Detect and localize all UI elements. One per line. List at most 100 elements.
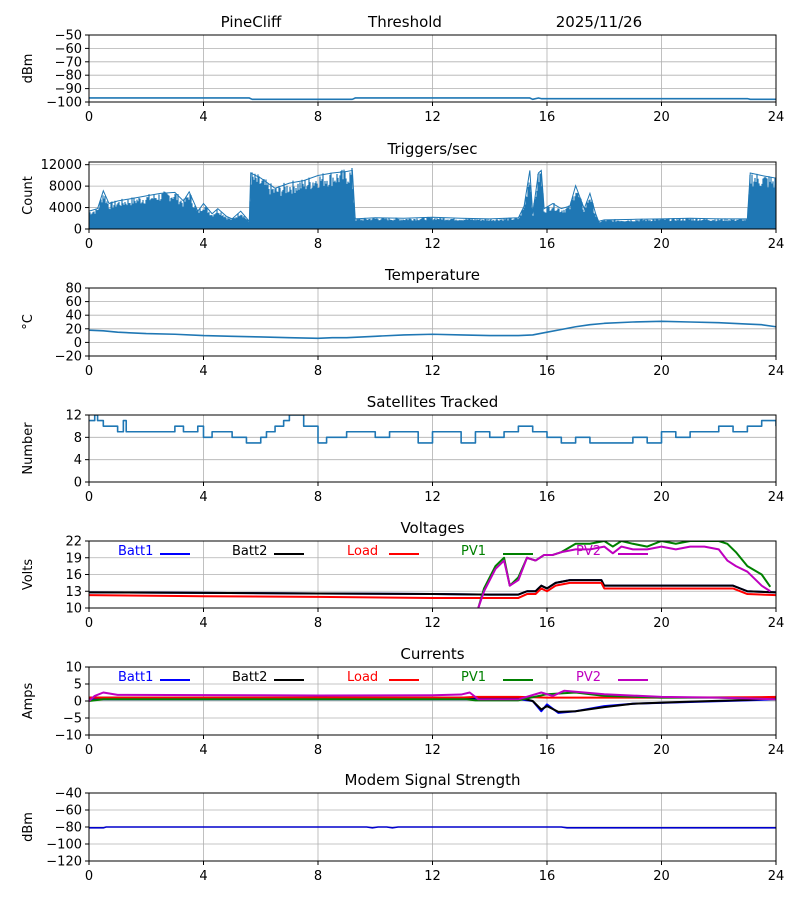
y-tick-label: 16 [65, 568, 82, 583]
x-tick-label: 0 [85, 364, 93, 379]
y-axis-label: Amps [21, 682, 36, 719]
y-tick-label: 0 [74, 695, 82, 710]
y-tick-label: 8 [74, 431, 82, 446]
x-tick-label: 4 [199, 110, 207, 125]
x-tick-label: 8 [314, 616, 322, 631]
legend-label-batt1: Batt1 [118, 544, 153, 559]
series-triggers [89, 168, 776, 229]
plot-area [89, 541, 776, 608]
x-tick-label: 4 [199, 743, 207, 758]
x-tick-label: 12 [424, 869, 441, 884]
x-tick-label: 20 [653, 364, 670, 379]
header-mode: Threshold [367, 13, 442, 31]
chart-title: Satellites Tracked [367, 393, 498, 411]
legend-label-load: Load [347, 544, 378, 559]
legend-label-batt2: Batt2 [232, 544, 267, 559]
chart-modem: 0 4 8 12 16 20 24 −120 −100 −80 −60 −40 Modem Signal… [21, 771, 784, 884]
y-tick-label: −40 [55, 787, 82, 802]
y-axis-label: °C [21, 314, 36, 330]
y-tick-label: 22 [65, 535, 82, 550]
x-tick-label: 24 [768, 364, 785, 379]
x-tick-label: 20 [653, 237, 670, 252]
y-tick-label: 80 [65, 282, 82, 297]
y-tick-label: 12000 [41, 158, 82, 173]
x-tick-label: 16 [539, 237, 556, 252]
x-tick-label: 8 [314, 490, 322, 505]
plot-area [89, 168, 776, 229]
y-tick-label: 20 [65, 322, 82, 337]
x-tick-label: 16 [539, 490, 556, 505]
y-tick-label: 10 [65, 661, 82, 676]
y-tick-label: 4 [74, 453, 82, 468]
y-tick-label: −60 [55, 42, 82, 57]
x-tick-label: 0 [85, 110, 93, 125]
chart-title: Modem Signal Strength [345, 771, 521, 789]
legend: Batt1 Batt2 Load PV1 PV2 [118, 670, 648, 685]
y-tick-label: −100 [46, 838, 82, 853]
x-tick-label: 8 [314, 237, 322, 252]
x-tick-label: 0 [85, 490, 93, 505]
y-tick-label: −50 [55, 29, 82, 44]
y-tick-label: −10 [55, 729, 82, 744]
legend-label-batt2: Batt2 [232, 670, 267, 685]
x-tick-label: 20 [653, 616, 670, 631]
y-tick-label: −90 [55, 82, 82, 97]
y-tick-label: 8000 [49, 180, 82, 195]
x-tick-label: 0 [85, 237, 93, 252]
chart-satellites: 0 4 8 12 16 20 24 0 4 8 12 Satellites Tracked Number [21, 393, 784, 505]
y-tick-label: 40 [65, 309, 82, 324]
legend-label-pv2: PV2 [576, 670, 601, 685]
chart-noise: 0 4 8 12 16 20 24 −100−90−80−70−60−50 dBm [21, 29, 784, 126]
y-axis-label: dBm [21, 812, 36, 842]
plot-area [89, 320, 776, 340]
y-tick-label: 5 [74, 678, 82, 693]
x-tick-label: 4 [199, 490, 207, 505]
y-tick-label: −70 [55, 55, 82, 70]
x-tick-label: 8 [314, 110, 322, 125]
x-tick-label: 0 [85, 743, 93, 758]
legend-label-pv1: PV1 [461, 544, 486, 559]
x-tick-label: 24 [768, 743, 785, 758]
x-tick-label: 12 [424, 743, 441, 758]
y-axis-label: Volts [21, 559, 36, 591]
legend-label-load: Load [347, 670, 378, 685]
x-tick-label: 4 [199, 869, 207, 884]
y-tick-label: 19 [65, 551, 82, 566]
series-number [89, 415, 776, 444]
y-tick-label: −100 [46, 96, 82, 111]
plot-area [89, 689, 776, 714]
y-tick-label: 4000 [49, 201, 82, 216]
chart-title: Temperature [384, 266, 480, 284]
series--c [89, 320, 776, 340]
y-tick-label: 60 [65, 295, 82, 310]
x-tick-label: 20 [653, 869, 670, 884]
y-tick-label: 0 [74, 336, 82, 351]
x-tick-label: 0 [85, 616, 93, 631]
y-tick-label: 13 [65, 585, 82, 600]
x-tick-label: 12 [424, 110, 441, 125]
x-tick-label: 16 [539, 364, 556, 379]
y-axis-label: Count [21, 176, 36, 215]
x-tick-label: 0 [85, 869, 93, 884]
x-tick-label: 16 [539, 110, 556, 125]
legend-label-batt1: Batt1 [118, 670, 153, 685]
y-tick-label: −80 [55, 821, 82, 836]
y-tick-label: −80 [55, 69, 82, 84]
plot-area [89, 97, 776, 101]
y-axis-label: Number [21, 422, 36, 475]
chart-title: Currents [400, 645, 464, 663]
y-tick-label: −5 [63, 712, 82, 727]
chart-title: Voltages [400, 519, 464, 537]
y-tick-label: −20 [55, 350, 82, 365]
x-tick-label: 12 [424, 616, 441, 631]
x-tick-label: 24 [768, 869, 785, 884]
chart-triggers: 0 4 8 12 16 20 24 0 4000 8000 12000 Triggers/sec Cou… [21, 140, 784, 252]
legend-label-pv1: PV1 [461, 670, 486, 685]
header-date: 2025/11/26 [556, 13, 642, 31]
y-tick-label: 0 [74, 223, 82, 238]
series-batt2 [89, 579, 776, 596]
x-tick-label: 24 [768, 490, 785, 505]
